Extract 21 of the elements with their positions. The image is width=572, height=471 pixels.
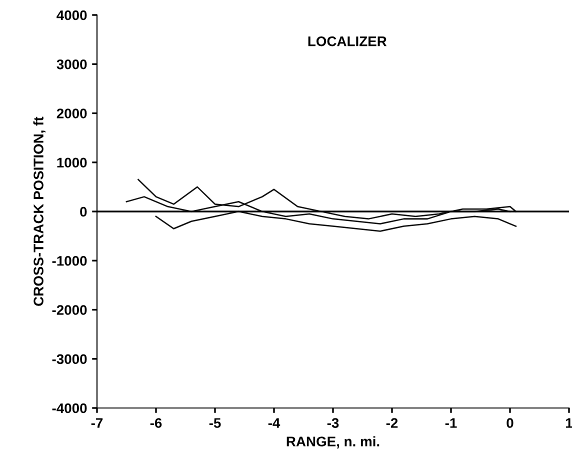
x-tick-label: -4 [268, 418, 280, 428]
y-tick-label: -1000 [52, 256, 87, 266]
y-tick-label: -2000 [52, 305, 87, 315]
x-tick-label: 1 [566, 418, 572, 428]
x-axis-title: RANGE, n. mi. [286, 436, 380, 448]
x-tick-label: -6 [150, 418, 162, 428]
x-tick-label: -5 [209, 418, 221, 428]
x-tick-label: -2 [386, 418, 398, 428]
y-tick-label: 4000 [56, 10, 87, 20]
y-tick-label: 3000 [56, 59, 87, 70]
annotation: LOCALIZER [308, 36, 387, 46]
y-tick-label: 1000 [57, 158, 87, 168]
x-tick-label: -1 [445, 418, 457, 428]
y-tick-label: -3000 [52, 354, 87, 364]
y-tick-label: 2000 [56, 108, 87, 118]
x-tick-label: 0 [506, 418, 514, 428]
x-tick-label: -3 [327, 418, 339, 428]
y-tick-label: 0 [80, 206, 87, 217]
y-axis-title: CROSS-TRACK POSITION, ft [33, 116, 46, 306]
y-tick-label: -4000 [52, 403, 87, 414]
x-tick-label: -7 [91, 418, 103, 428]
